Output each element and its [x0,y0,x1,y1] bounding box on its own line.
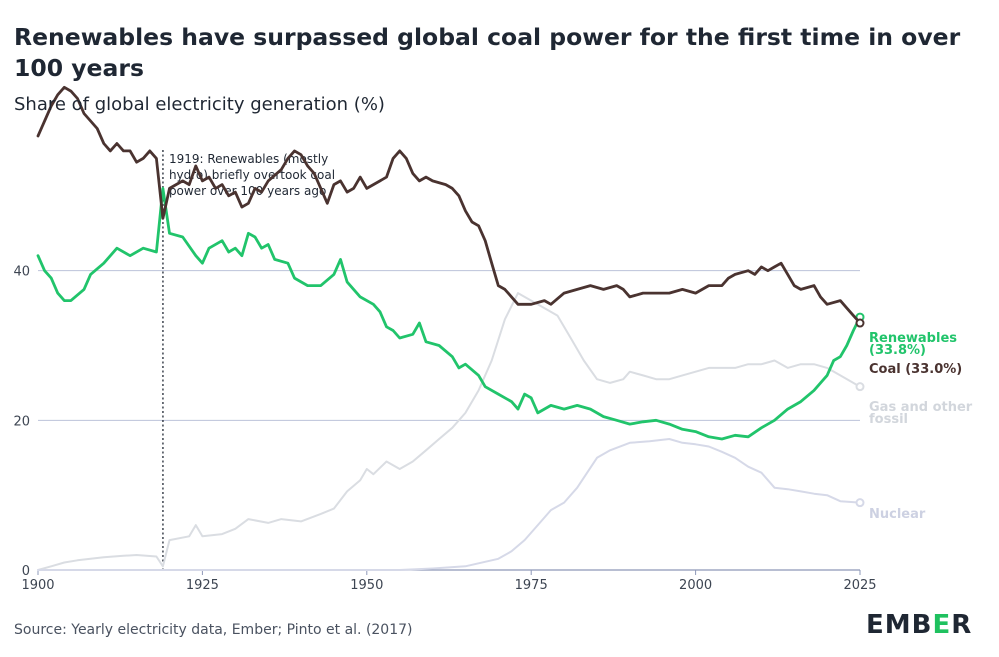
x-tick-label-2025: 2025 [843,578,876,593]
ember-logo: EMBER [866,610,973,640]
x-tick-label-1975: 1975 [515,578,548,593]
y-tick-label-40: 40 [13,265,30,280]
series-end-marker-nuclear [855,498,865,508]
series-line-nuclear [37,438,861,571]
series-end-label-renewables-2: (33.8%) [869,343,926,358]
chart-subtitle: Share of global electricity generation (… [14,94,385,115]
series-line-renewables [36,187,862,441]
x-tick-label-1950: 1950 [350,578,383,593]
series-line-gas-and-other-fossil [37,292,861,571]
y-tick-label-20: 20 [13,414,30,429]
x-tick-label-1925: 1925 [186,578,219,593]
series-end-label-gas-and-other-fossil-2: fossil [869,412,908,427]
series-end-label-gas-and-other-fossil-1: Gas and other [869,400,973,415]
x-tick-label-1900: 1900 [21,578,54,593]
chart-title: Renewables have surpassed global coal po… [14,23,961,82]
series-end-label-coal-1: Coal (33.0%) [869,362,962,377]
annotation-text-line-3: power over 100 years ago [169,184,326,198]
x-tick-label-2000: 2000 [679,578,712,593]
series-end-label-nuclear-1: Nuclear [869,507,926,522]
series-line-coal [36,85,862,325]
series-end-label-renewables-1: Renewables [869,331,957,346]
y-tick-label-0: 0 [22,564,30,579]
series-end-marker-coal [855,318,865,328]
series-end-marker-gas-and-other-fossil [855,382,865,392]
annotation-text-line-1: 1919: Renewables (mostly [169,152,328,166]
source-note: Source: Yearly electricity data, Ember; … [14,622,413,638]
